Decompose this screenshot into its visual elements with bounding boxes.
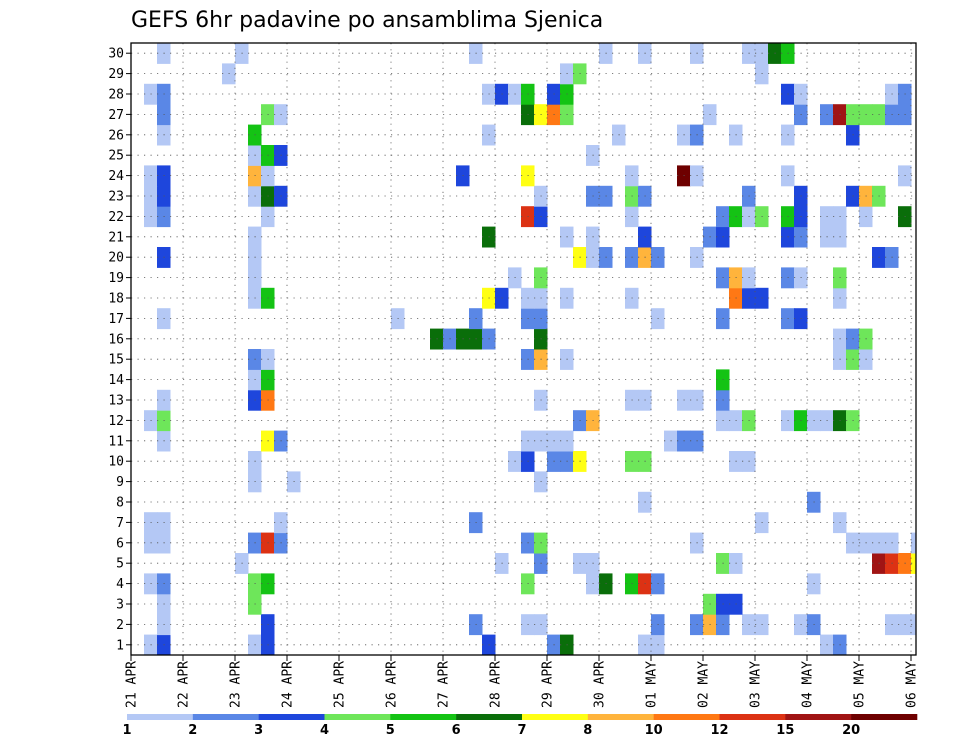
- colorbar-swatch: [522, 714, 589, 720]
- colorbar-swatch: [324, 714, 391, 720]
- colorbar-swatch: [851, 714, 918, 720]
- colorbar-label: 8: [583, 723, 592, 738]
- y-tick-label: 22: [108, 210, 124, 225]
- cell-member-5-step-60: [911, 553, 916, 574]
- colorbar-swatch: [456, 714, 523, 720]
- x-tick-label: 03 MAY: [749, 661, 764, 708]
- y-tick-label: 15: [108, 353, 124, 368]
- y-tick-label: 29: [108, 67, 124, 82]
- colorbar-label: 12: [710, 723, 728, 738]
- y-tick-label: 7: [116, 516, 124, 531]
- y-tick-label: 20: [108, 251, 124, 266]
- y-tick-label: 4: [116, 577, 124, 592]
- y-tick-label: 16: [108, 332, 124, 347]
- colorbar-swatch: [719, 714, 786, 720]
- y-tick-label: 6: [116, 536, 124, 551]
- colorbar-label: 3: [254, 723, 263, 738]
- y-axis-ticks: 1234567891011121314151617181920212223242…: [108, 47, 131, 653]
- y-tick-label: 5: [116, 557, 124, 572]
- colorbar-label: 2: [188, 723, 197, 738]
- y-tick-label: 17: [108, 312, 124, 327]
- x-tick-label: 25 APR: [333, 661, 348, 708]
- y-tick-label: 10: [108, 455, 124, 470]
- x-tick-label: 26 APR: [385, 661, 400, 708]
- x-tick-label: 21 APR: [125, 661, 140, 708]
- y-tick-label: 8: [116, 496, 124, 511]
- y-tick-label: 2: [116, 618, 124, 633]
- colorbar: 1 2 3 4 5 6 7 8 10 12 15 20: [122, 714, 918, 738]
- y-tick-label: 23: [108, 190, 124, 205]
- y-tick-label: 21: [108, 230, 124, 245]
- colorbar-label: 7: [517, 723, 526, 738]
- y-tick-label: 19: [108, 271, 124, 286]
- y-tick-label: 24: [108, 169, 124, 184]
- colorbar-swatch: [127, 714, 194, 720]
- x-axis-ticks: 21 APR 22 APR 23 APR 24 APR 25 APR 26 APR 27 A…: [125, 655, 920, 708]
- y-tick-label: 12: [108, 414, 124, 429]
- y-tick-label: 14: [108, 373, 124, 388]
- y-tick-label: 3: [116, 598, 124, 613]
- cell-member-6-step-60: [911, 532, 916, 554]
- colorbar-swatch: [192, 714, 259, 720]
- colorbar-swatch: [785, 714, 852, 720]
- y-tick-label: 1: [116, 638, 124, 653]
- colorbar-swatch: [390, 714, 457, 720]
- y-tick-label: 13: [108, 394, 124, 409]
- colorbar-swatch: [258, 714, 325, 720]
- x-tick-label: 01 MAY: [645, 661, 660, 708]
- y-tick-label: 28: [108, 88, 124, 103]
- y-tick-label: 26: [108, 128, 124, 143]
- colorbar-label: 5: [386, 723, 395, 738]
- colorbar-label: 10: [645, 723, 663, 738]
- colorbar-label: 1: [122, 723, 131, 738]
- x-tick-label: 06 MAY: [905, 661, 920, 708]
- x-tick-label: 23 APR: [229, 661, 244, 708]
- plot-frame: [130, 42, 917, 656]
- y-tick-label: 9: [116, 475, 124, 490]
- x-tick-label: 30 APR: [593, 661, 608, 708]
- colorbar-swatch: [587, 714, 654, 720]
- colorbar-label: 6: [452, 723, 461, 738]
- x-tick-label: 05 MAY: [853, 661, 868, 708]
- y-tick-label: 27: [108, 108, 124, 123]
- x-tick-label: 28 APR: [489, 661, 504, 708]
- y-tick-label: 11: [108, 434, 124, 449]
- heatmap-cells: [144, 43, 916, 656]
- x-tick-label: 04 MAY: [801, 661, 816, 708]
- grid-lines: [131, 43, 916, 655]
- colorbar-swatch: [653, 714, 720, 720]
- x-tick-label: 27 APR: [437, 661, 452, 708]
- y-tick-label: 30: [108, 47, 124, 62]
- cell-member-2-step-60: [911, 614, 916, 636]
- colorbar-label: 20: [842, 723, 860, 738]
- x-tick-label: 24 APR: [281, 661, 296, 708]
- x-tick-label: 22 APR: [177, 661, 192, 708]
- x-tick-label: 02 MAY: [697, 661, 712, 708]
- y-tick-label: 25: [108, 149, 124, 164]
- colorbar-label: 15: [776, 723, 794, 738]
- chart-title: GEFS 6hr padavine po ansamblima Sjenica: [131, 8, 603, 33]
- colorbar-label: 4: [320, 723, 329, 738]
- x-tick-label: 29 APR: [541, 661, 556, 708]
- y-tick-label: 18: [108, 292, 124, 307]
